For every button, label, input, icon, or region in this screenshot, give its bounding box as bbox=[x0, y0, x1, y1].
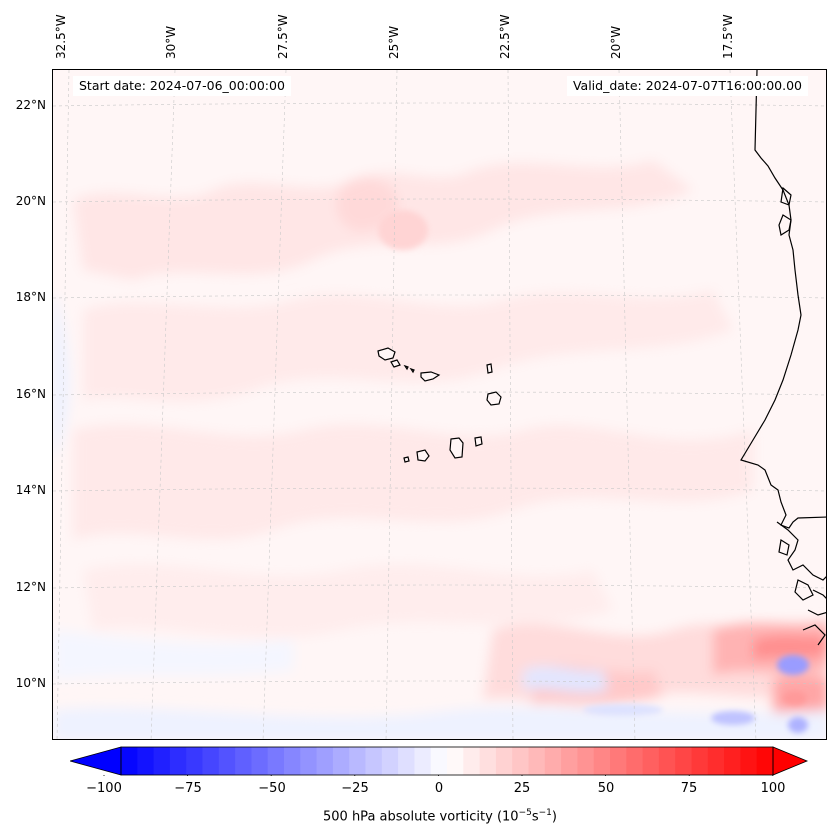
colorbar-cell bbox=[398, 747, 415, 775]
colorbar-cell bbox=[414, 747, 432, 775]
lon-label-20w: 20°W bbox=[609, 25, 623, 59]
colorbar-cell bbox=[479, 747, 497, 775]
colorbar-cell bbox=[153, 747, 171, 775]
colorbar-cell bbox=[316, 747, 334, 775]
coastline bbox=[740, 70, 826, 646]
colorbar-label: 500 hPa absolute vorticity (10−5s−1) bbox=[323, 808, 557, 825]
lat-label-10n: 10°N bbox=[15, 676, 46, 690]
colorbar-cell bbox=[218, 747, 236, 775]
colorbar-cell bbox=[626, 747, 643, 775]
colorbar-tick-neg25: −25 bbox=[341, 781, 369, 796]
colorbar-tick-50: 50 bbox=[597, 781, 615, 796]
colorbar-cell bbox=[463, 747, 480, 775]
colorbar-tick-0: 0 bbox=[434, 781, 444, 796]
lon-label-17-5w: 17.5°W bbox=[721, 14, 735, 59]
colorbar bbox=[70, 746, 809, 776]
colorbar-min-arrow bbox=[70, 746, 122, 776]
colorbar-cell bbox=[724, 747, 741, 775]
colorbar-tick-neg100: −100 bbox=[86, 781, 122, 796]
colorbar-cell bbox=[691, 747, 709, 775]
colorbar-cells bbox=[121, 747, 774, 775]
colorbar-max-arrow bbox=[772, 746, 809, 776]
colorbar-outline bbox=[120, 746, 774, 776]
lon-label-32-5w: 32.5°W bbox=[54, 14, 68, 59]
colorbar-cell bbox=[577, 747, 595, 775]
colorbar-tick-neg50: −50 bbox=[258, 781, 286, 796]
colorbar-cell bbox=[284, 747, 301, 775]
colorbar-cell bbox=[740, 747, 758, 775]
colorbar-cell bbox=[658, 747, 676, 775]
colorbar-cell bbox=[675, 747, 692, 775]
start-date-label: Start date: 2024-07-06_00:00:00 bbox=[73, 76, 291, 96]
lat-label-22n: 22°N bbox=[15, 98, 46, 112]
colorbar-cell bbox=[202, 747, 220, 775]
colorbar-cell bbox=[235, 747, 252, 775]
colorbar-cell bbox=[251, 747, 269, 775]
colorbar-cell bbox=[349, 747, 366, 775]
colorbar-cell bbox=[447, 747, 464, 775]
valid-date-label: Valid_date: 2024-07-07T16:00:00.00 bbox=[566, 76, 808, 96]
colorbar-cell bbox=[593, 747, 611, 775]
colorbar-tickmarks bbox=[103, 775, 774, 776]
lat-label-18n: 18°N bbox=[15, 290, 46, 304]
colorbar-cell bbox=[121, 747, 138, 775]
lon-label-27-5w: 27.5°W bbox=[276, 14, 290, 59]
lat-label-20n: 20°N bbox=[15, 194, 46, 208]
graticule bbox=[53, 70, 826, 739]
colorbar-tick-neg75: −75 bbox=[174, 781, 202, 796]
colorbar-cell bbox=[512, 747, 529, 775]
vorticity-map bbox=[53, 70, 826, 739]
colorbar-cell bbox=[707, 747, 725, 775]
lat-label-14n: 14°N bbox=[15, 483, 46, 497]
colorbar-cell bbox=[756, 747, 774, 775]
colorbar-cell bbox=[137, 747, 154, 775]
colorbar-cell bbox=[528, 747, 546, 775]
colorbar-cell bbox=[430, 747, 448, 775]
colorbar-tick-100: 100 bbox=[760, 781, 786, 796]
colorbar-cell bbox=[561, 747, 578, 775]
colorbar-cell bbox=[495, 747, 513, 775]
colorbar-tick-25: 25 bbox=[513, 781, 531, 796]
colorbar-cell bbox=[169, 747, 187, 775]
lon-label-25w: 25°W bbox=[387, 25, 401, 59]
colorbar-cell bbox=[381, 747, 399, 775]
colorbar-cell bbox=[544, 747, 562, 775]
colorbar-cell bbox=[610, 747, 627, 775]
lon-label-30w: 30°W bbox=[164, 25, 178, 59]
lat-label-12n: 12°N bbox=[15, 580, 46, 594]
map-frame bbox=[52, 69, 827, 740]
vorticity-field-detail bbox=[378, 210, 809, 733]
lon-label-22-5w: 22.5°W bbox=[498, 14, 512, 59]
colorbar-cell bbox=[186, 747, 203, 775]
colorbar-cell bbox=[365, 747, 383, 775]
vorticity-field bbox=[53, 160, 826, 739]
colorbar-cell bbox=[267, 747, 285, 775]
colorbar-tick-75: 75 bbox=[680, 781, 698, 796]
colorbar-cell bbox=[642, 747, 660, 775]
cape-verde-islands bbox=[377, 347, 502, 463]
colorbar-cell bbox=[300, 747, 317, 775]
colorbar-cell bbox=[332, 747, 350, 775]
lat-label-16n: 16°N bbox=[15, 387, 46, 401]
